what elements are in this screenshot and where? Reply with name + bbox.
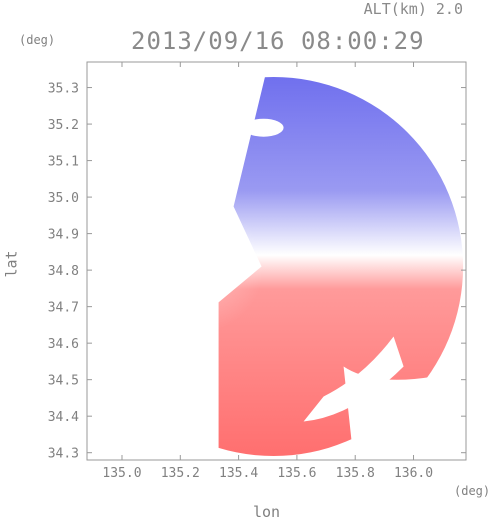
x-tick-label: 135.6 <box>277 466 316 481</box>
y-tick-label: 34.6 <box>48 337 79 352</box>
x-axis-title: lon <box>253 503 281 521</box>
y-tick-label: 35.1 <box>48 155 79 170</box>
no-echo-region-coast <box>213 62 269 307</box>
x-tick-label: 136.0 <box>394 466 433 481</box>
plot-frame <box>86 61 467 461</box>
altitude-label: ALT(km) 2.0 <box>363 0 463 18</box>
x-ticks: 135.0 135.2 135.4 135.6 135.8 136.0 <box>102 62 433 481</box>
x-tick-label: 135.8 <box>336 466 375 481</box>
y-tick-label: 34.4 <box>48 410 79 425</box>
y-tick-label: 34.3 <box>48 447 79 462</box>
plot-border <box>86 61 467 461</box>
no-echo-lake <box>243 118 284 137</box>
x-tick-label: 135.0 <box>102 466 141 481</box>
x-tick-label: 135.2 <box>161 466 200 481</box>
y-tick-label: 34.7 <box>48 301 79 316</box>
y-tick-label: 34.5 <box>48 374 79 389</box>
y-ticks: 34.3 34.4 34.5 34.6 34.7 34.8 34.9 35.0 35.1 35.2… <box>48 82 466 462</box>
y-tick-label: 34.9 <box>48 228 79 243</box>
timestamp-title: 2013/09/16 08:00:29 <box>131 27 425 55</box>
no-echo-region-west <box>87 62 219 460</box>
y-tick-label: 35.0 <box>48 191 79 206</box>
y-tick-label: 35.3 <box>48 82 79 97</box>
x-tick-label: 135.4 <box>219 466 258 481</box>
y-tick-label: 35.2 <box>48 118 79 133</box>
y-unit-label: (deg) <box>19 33 56 47</box>
x-unit-label: (deg) <box>454 484 491 498</box>
no-echo-region-south <box>343 366 434 460</box>
y-tick-label: 34.8 <box>48 264 79 279</box>
velocity-field <box>87 62 464 460</box>
radar-coverage <box>87 62 464 460</box>
